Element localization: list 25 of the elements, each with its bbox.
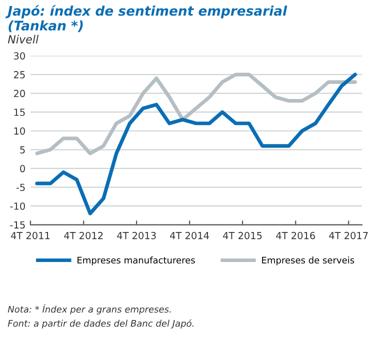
y-tick-label: 10: [14, 127, 25, 135]
y-tick-label: 5: [20, 146, 25, 154]
y-tick-label: -5: [16, 184, 25, 192]
x-tick-label: 4T 2012: [64, 232, 103, 240]
chart-title: Japó: índex de sentiment empresarial (Tankan *): [5, 5, 288, 32]
line-series: [35, 72, 357, 156]
x-tick-label: 4T 2016: [276, 232, 315, 240]
legend-label: Empreses de serveis: [262, 256, 354, 266]
x-tick-label: 4T 2017: [329, 232, 368, 240]
text: Font: a partir de dades del Banc del Japó.: [8, 319, 194, 329]
x-tick-label: 4T 2015: [223, 232, 262, 240]
y-tick-label: 15: [14, 108, 25, 116]
y-axis-title: Nivell: [8, 34, 39, 44]
y-tick-label: 30: [14, 52, 25, 60]
y-tick-label: 0: [20, 164, 25, 172]
y-tick-label: 20: [14, 90, 25, 98]
legend-label: Empreses manufactureres: [78, 256, 195, 266]
x-tick-label: 4T 2011: [10, 232, 50, 240]
line-series: [35, 72, 357, 216]
y-tick-label: -10: [10, 202, 25, 210]
y-tick-label: 25: [14, 71, 25, 78]
x-tick-label: 4T 2014: [170, 232, 209, 240]
text: Nota: * Índex per a grans empreses.: [8, 304, 171, 314]
x-tick-label: 4T 2013: [117, 232, 156, 240]
y-tick-label: -15: [10, 221, 25, 229]
